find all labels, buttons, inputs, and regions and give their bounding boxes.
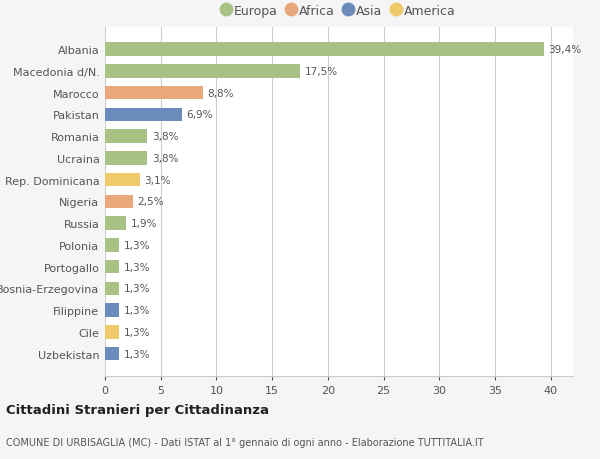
Bar — [105, 325, 119, 339]
Text: 6,9%: 6,9% — [187, 110, 213, 120]
Bar — [105, 217, 126, 230]
Bar — [105, 304, 119, 317]
Text: 1,3%: 1,3% — [124, 262, 151, 272]
Text: 17,5%: 17,5% — [304, 67, 338, 77]
Bar — [105, 152, 148, 165]
Bar — [105, 195, 133, 209]
Text: 1,3%: 1,3% — [124, 305, 151, 315]
Bar — [105, 87, 203, 100]
Text: 2,5%: 2,5% — [137, 197, 164, 207]
Text: 1,3%: 1,3% — [124, 327, 151, 337]
Text: 3,1%: 3,1% — [144, 175, 170, 185]
Text: 8,8%: 8,8% — [208, 89, 234, 99]
Bar — [105, 282, 119, 296]
Bar — [105, 239, 119, 252]
Text: 3,8%: 3,8% — [152, 132, 178, 142]
Text: COMUNE DI URBISAGLIA (MC) - Dati ISTAT al 1° gennaio di ogni anno - Elaborazione: COMUNE DI URBISAGLIA (MC) - Dati ISTAT a… — [6, 437, 484, 447]
Bar — [105, 347, 119, 360]
Bar — [105, 260, 119, 274]
Bar — [105, 174, 140, 187]
Text: 1,9%: 1,9% — [131, 218, 157, 229]
Bar — [105, 65, 300, 78]
Text: Cittadini Stranieri per Cittadinanza: Cittadini Stranieri per Cittadinanza — [6, 403, 269, 416]
Text: 1,3%: 1,3% — [124, 284, 151, 294]
Text: 1,3%: 1,3% — [124, 349, 151, 359]
Bar — [105, 108, 182, 122]
Text: 3,8%: 3,8% — [152, 154, 178, 163]
Text: 1,3%: 1,3% — [124, 241, 151, 250]
Bar — [105, 130, 148, 144]
Legend: Europa, Africa, Asia, America: Europa, Africa, Asia, America — [223, 5, 455, 18]
Text: 39,4%: 39,4% — [548, 45, 581, 55]
Bar — [105, 44, 544, 57]
